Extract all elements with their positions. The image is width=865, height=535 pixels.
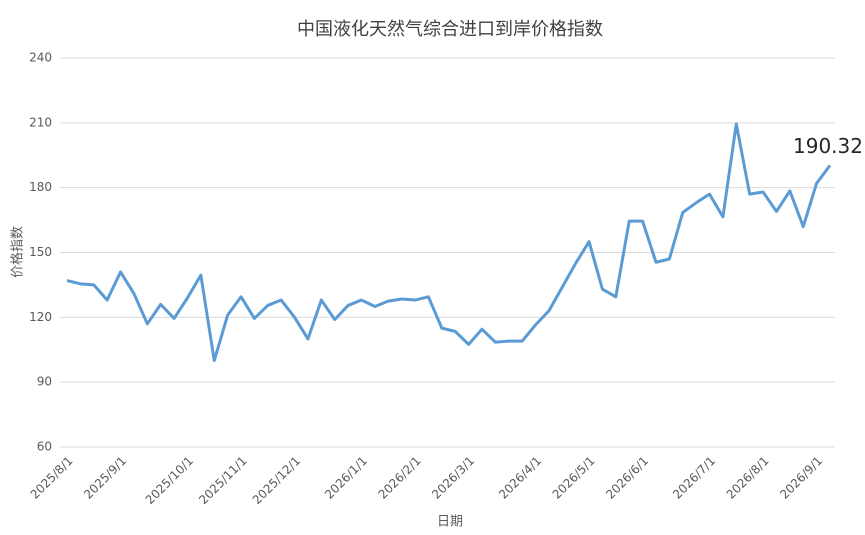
x-tick-label: 2026/4/1 [496,454,544,502]
x-tick-label: 2026/5/1 [550,454,598,502]
x-tick-label: 2025/11/1 [196,454,249,507]
x-tick-label: 2026/8/1 [724,454,772,502]
x-axis-title: 日期 [437,515,463,530]
y-tick-label: 210 [29,115,52,129]
y-tick-label: 60 [37,440,52,454]
x-tick-label: 2026/2/1 [376,454,424,502]
x-tick-label: 2025/9/1 [81,454,129,502]
y-axis-title: 价格指数 [10,226,26,278]
data-label: 190.32 [793,134,863,158]
x-tick-label: 2025/10/1 [143,454,196,507]
x-tick-label: 2026/7/1 [670,454,718,502]
x-tick-label: 2026/3/1 [429,454,477,502]
data-line [66,122,832,363]
y-tick-label: 90 [37,375,52,389]
chart-title: 中国液化天然气综合进口到岸价格指数 [297,19,603,40]
x-tick-label: 2026/9/1 [777,454,825,502]
x-tick-label: 2025/12/1 [250,454,303,507]
y-tick-label: 150 [29,245,52,259]
y-tick-label: 240 [29,51,52,65]
x-tick-label: 2025/8/1 [28,454,76,502]
y-tick-label: 180 [29,180,52,194]
x-tick-label: 2026/1/1 [322,454,370,502]
x-tick-label: 2026/6/1 [603,454,651,502]
y-tick-label: 120 [29,310,52,324]
